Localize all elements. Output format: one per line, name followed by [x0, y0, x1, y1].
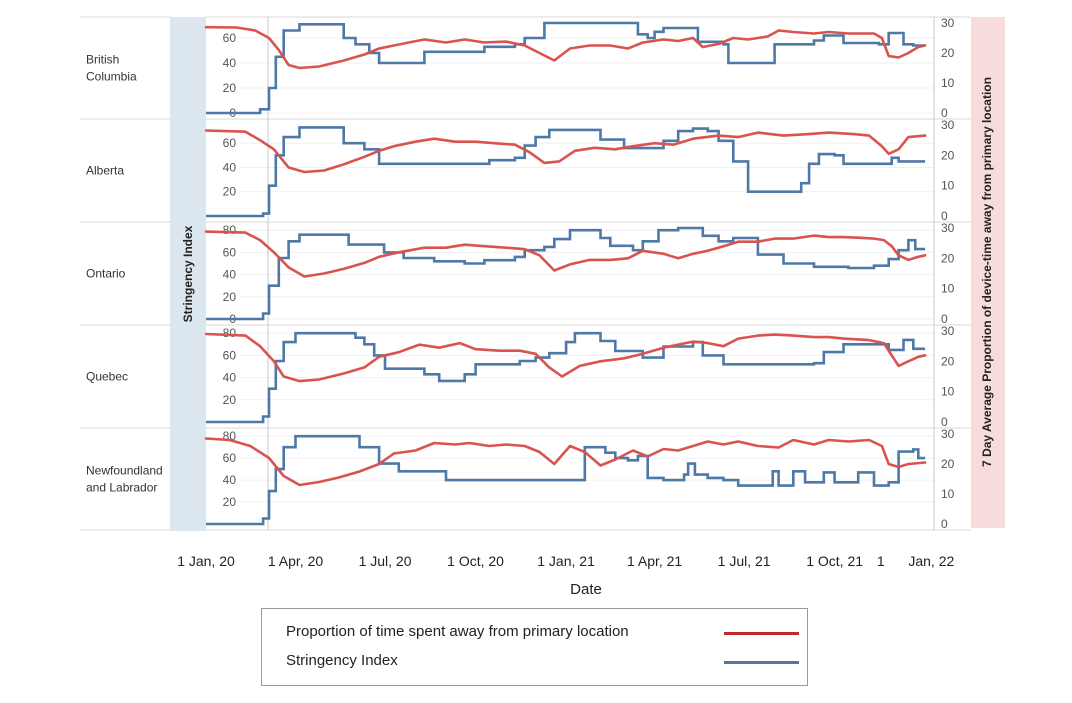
right-tick-label: 10 [941, 385, 955, 399]
left-tick-label: 80 [223, 326, 237, 340]
left-axis-band [170, 17, 206, 531]
legend-label-proportion: Proportion of time spent away from prima… [286, 623, 629, 640]
right-tick-label: 30 [941, 118, 955, 132]
series-stringency-newfoundland-and-labrador [206, 434, 926, 526]
x-tick-label-5: 1 Jan, 21 [537, 553, 595, 569]
x-tick-label-7: 1 Jul, 21 [718, 553, 771, 569]
legend-item-proportion: Proportion of time spent away from prima… [286, 623, 799, 643]
left-tick-label: 60 [223, 245, 237, 259]
right-tick-label: 10 [941, 487, 955, 501]
x-tick-label-2: 1 Apr, 20 [268, 553, 323, 569]
series-stringency-alberta [206, 126, 926, 218]
right-tick-label: 0 [941, 312, 948, 326]
right-tick-label: 10 [941, 179, 955, 193]
x-tick-label-8: 1 Oct, 21 [806, 553, 863, 569]
left-tick-label: 40 [223, 268, 237, 282]
right-tick-label: 30 [941, 16, 955, 30]
x-axis-title: Date [570, 581, 602, 598]
province-label-british-columbia-line-2: Columbia [86, 70, 137, 84]
left-tick-label: 80 [223, 223, 237, 237]
left-tick-label: 60 [223, 451, 237, 465]
left-tick-label: 40 [223, 56, 237, 70]
series-stringency-ontario [206, 226, 926, 321]
right-tick-label: 0 [941, 106, 948, 120]
right-tick-label: 20 [941, 457, 955, 471]
right-tick-label: 30 [941, 427, 955, 441]
legend-swatch-proportion [724, 632, 799, 635]
left-tick-label: 20 [223, 185, 237, 199]
x-tick-label-3: 1 Jul, 20 [359, 553, 412, 569]
x-tick-label-9: 1 [877, 553, 885, 569]
right-tick-label: 0 [941, 517, 948, 531]
series-proportion-ontario [204, 230, 927, 278]
left-tick-label: 60 [223, 348, 237, 362]
province-label-ontario-line-1: Ontario [86, 267, 126, 281]
series-proportion-newfoundland-and-labrador [204, 437, 927, 487]
legend-swatch-stringency [724, 661, 799, 664]
right-tick-label: 20 [941, 148, 955, 162]
province-label-newfoundland-and-labrador-line-2: and Labrador [86, 481, 157, 495]
right-tick-label: 30 [941, 324, 955, 338]
left-tick-label: 20 [223, 290, 237, 304]
legend: Proportion of time spent away from prima… [261, 608, 808, 686]
right-tick-label: 10 [941, 282, 955, 296]
left-tick-label: 40 [223, 160, 237, 174]
series-proportion-british-columbia [204, 25, 927, 70]
panel-quebec: Quebec 20 40 60 80 0 10 20 30 [80, 324, 971, 429]
panels: British Columbia 0 20 40 60 0 10 20 30 Alberta 20 40… [80, 16, 971, 531]
right-tick-label: 0 [941, 415, 948, 429]
right-tick-label: 10 [941, 76, 955, 90]
left-tick-label: 20 [223, 393, 237, 407]
x-tick-label-1: 1 Jan, 20 [177, 553, 235, 569]
right-axis-band [971, 17, 1005, 528]
province-label-newfoundland-and-labrador-line-1: Newfoundland [86, 464, 163, 478]
x-tick-label-4: 1 Oct, 20 [447, 553, 504, 569]
x-tick-label-6: 1 Apr, 21 [627, 553, 682, 569]
right-tick-label: 20 [941, 251, 955, 265]
right-tick-label: 0 [941, 209, 948, 223]
panel-alberta: Alberta 20 40 60 0 10 20 30 [80, 118, 971, 223]
left-tick-label: 60 [223, 136, 237, 150]
left-tick-label: 60 [223, 31, 237, 45]
x-tick-label-10: Jan, 22 [908, 553, 954, 569]
series-proportion-quebec [204, 332, 927, 383]
province-label-british-columbia-line-1: British [86, 53, 119, 67]
right-tick-label: 20 [941, 354, 955, 368]
series-stringency-british-columbia [206, 21, 926, 115]
series-stringency-quebec [206, 331, 926, 424]
province-label-alberta-line-1: Alberta [86, 164, 124, 178]
x-axis: 1 Jan, 20 1 Apr, 20 1 Jul, 20 1 Oct, 20 1 Ja… [177, 553, 954, 569]
left-tick-label: 40 [223, 371, 237, 385]
left-tick-label: 40 [223, 473, 237, 487]
left-tick-label: 20 [223, 81, 237, 95]
series-proportion-alberta [204, 129, 927, 174]
right-tick-label: 30 [941, 221, 955, 235]
province-label-quebec-line-1: Quebec [86, 370, 128, 384]
legend-label-stringency: Stringency Index [286, 652, 398, 669]
legend-item-stringency: Stringency Index [286, 652, 799, 672]
right-tick-label: 20 [941, 46, 955, 60]
left-axis-title: Stringency Index [181, 225, 195, 322]
left-tick-label: 20 [223, 495, 237, 509]
right-axis-title: 7 Day Average Proportion of device-time … [980, 77, 994, 467]
